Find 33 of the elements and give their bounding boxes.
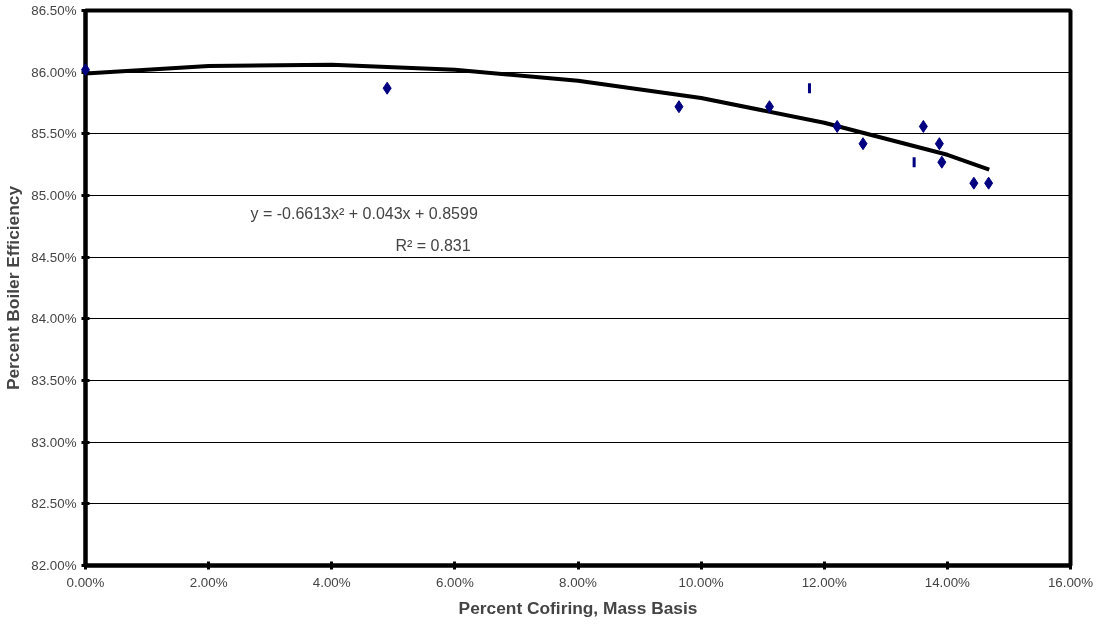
- x-tick-label: 10.00%: [678, 574, 724, 590]
- y-tick-label: 86.50%: [31, 3, 77, 18]
- point: [764, 100, 774, 114]
- y-tick-label: 84.50%: [31, 249, 77, 265]
- point: [918, 119, 928, 133]
- x-axis-title: Percent Cofiring, Mass Basis: [458, 597, 698, 618]
- x-tick-label: 2.00%: [189, 574, 228, 590]
- x-tick-label: 16.00%: [1047, 574, 1094, 590]
- y-tick-label: 83.00%: [31, 434, 77, 450]
- y-tick-label: 82.00%: [31, 558, 77, 573]
- point: [969, 176, 979, 190]
- y-tick-label: 83.50%: [31, 373, 77, 388]
- point: [934, 137, 944, 151]
- x-tick-label: 12.00%: [801, 574, 847, 590]
- y-tick-label: 85.00%: [31, 188, 77, 203]
- point: [984, 176, 994, 190]
- y-tick-label: 85.50%: [31, 126, 77, 142]
- y-axis-title: Percent Boiler Efficiency: [3, 185, 24, 391]
- annotation: R² = 0.831: [395, 236, 471, 254]
- y-tick-label: 82.50%: [31, 496, 77, 512]
- point: [832, 119, 842, 133]
- x-tick-label: 4.00%: [312, 574, 351, 590]
- point: [937, 155, 947, 169]
- x-tick-label: 6.00%: [435, 574, 474, 590]
- point: [858, 137, 868, 151]
- x-tick-label: 0.00%: [66, 574, 105, 590]
- x-tick-label: 14.00%: [924, 574, 971, 590]
- y-tick-label: 84.00%: [31, 311, 77, 327]
- y-tick-label: 86.00%: [31, 64, 77, 80]
- point: [674, 100, 684, 114]
- annotation: y = -0.6613x² + 0.043x + 0.8599: [250, 204, 478, 222]
- point: [382, 81, 392, 95]
- x-tick-label: 8.00%: [559, 574, 598, 590]
